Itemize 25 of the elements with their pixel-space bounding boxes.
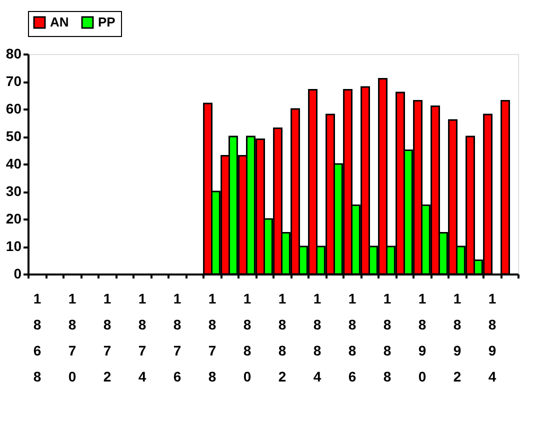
y-tick-label: 50 (6, 128, 22, 144)
x-tick-label: 1868 (33, 290, 42, 384)
x-tick-label: 1882 (278, 290, 286, 384)
y-tick-label: 60 (6, 100, 22, 116)
x-tick-label: 1874 (138, 290, 146, 384)
y-tick-label: 30 (6, 183, 22, 199)
legend-label: AN (50, 14, 69, 30)
x-tick-label: 1878 (208, 290, 216, 384)
y-tick-label: 80 (6, 46, 22, 62)
y-tick-label: 10 (6, 238, 22, 254)
x-tick-label: 1890 (418, 290, 426, 384)
x-tick-label: 1884 (313, 290, 322, 384)
x-tick-label: 1888 (383, 290, 392, 384)
y-tick-label: 40 (6, 156, 22, 172)
y-tick-label: 20 (6, 210, 22, 226)
x-tick-label: 1886 (348, 290, 356, 384)
legend-label: PP (98, 14, 116, 30)
x-tick-label: 1876 (173, 290, 182, 384)
x-tick-label: 1870 (68, 290, 76, 384)
x-tick-label: 1892 (453, 290, 462, 384)
x-tick-label: 1880 (243, 290, 252, 384)
x-tick-label: 1872 (103, 290, 112, 384)
x-tick-label: 1894 (488, 290, 496, 384)
y-tick-label: 70 (6, 73, 22, 89)
y-tick-label: 0 (14, 266, 22, 282)
